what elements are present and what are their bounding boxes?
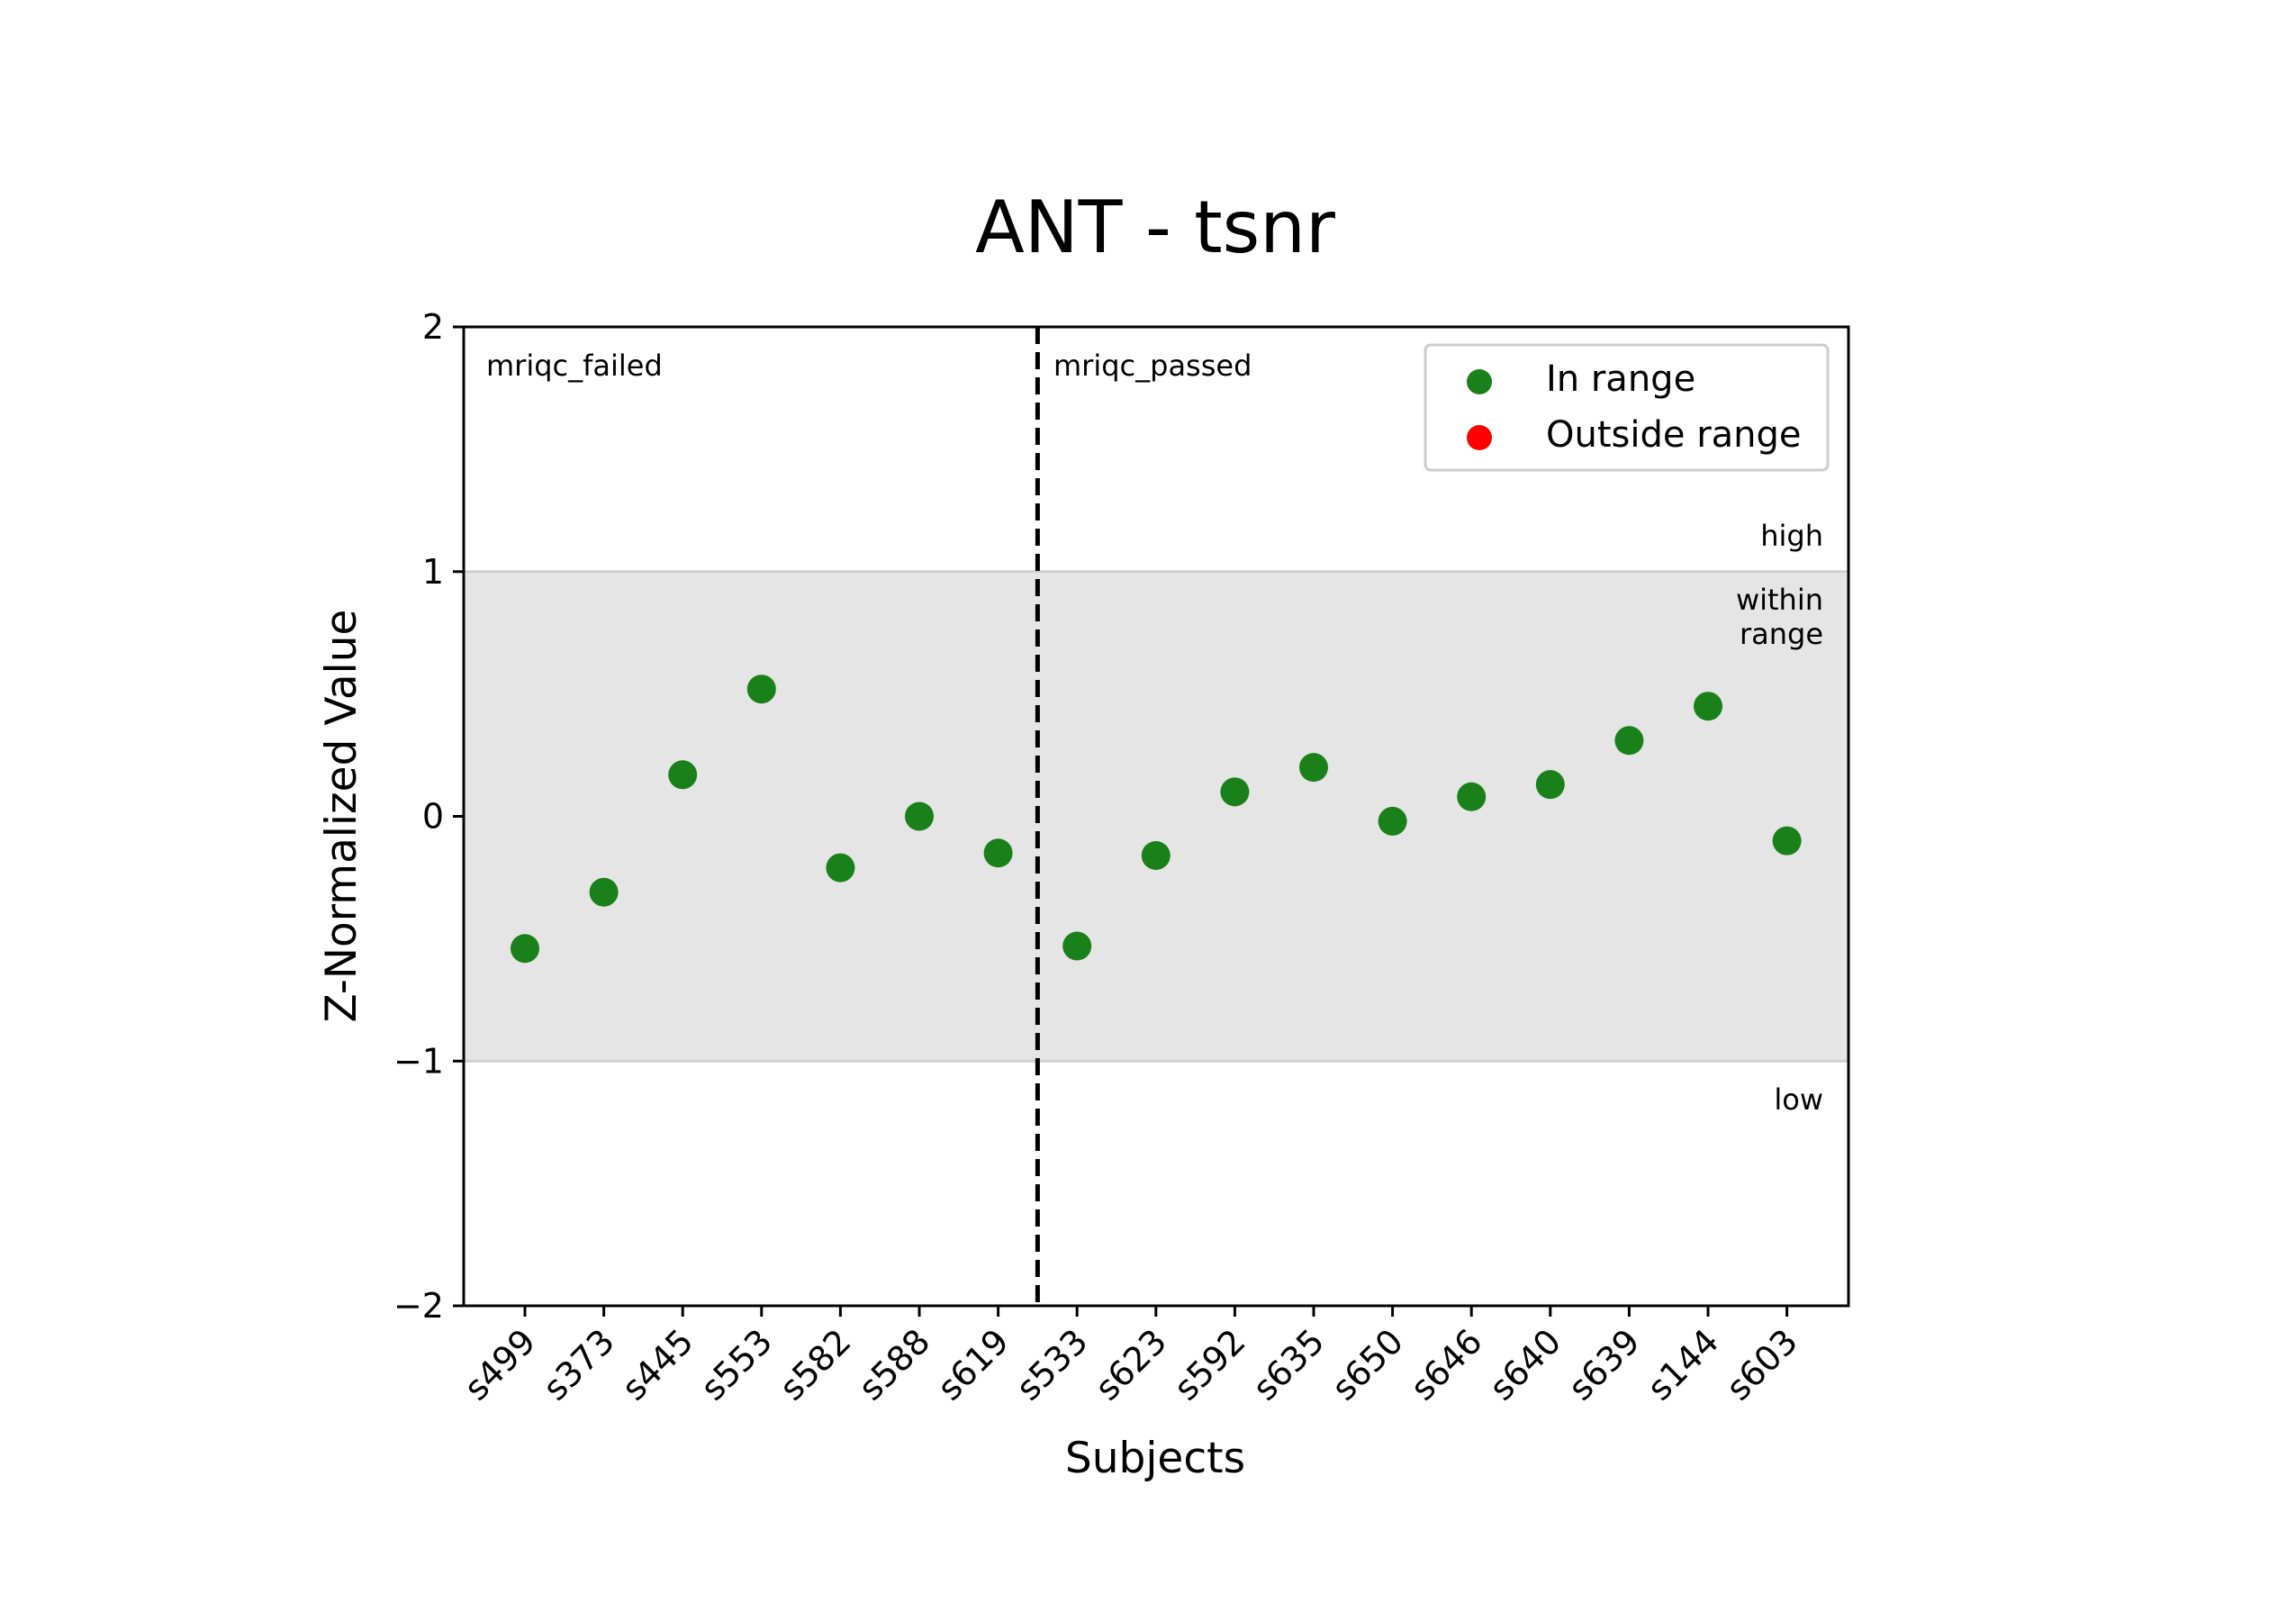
y-tick-label: −2 — [393, 1286, 444, 1326]
range-label-high: high — [1760, 519, 1823, 553]
data-point-in-range — [905, 801, 934, 831]
legend-marker-outside-range — [1467, 425, 1492, 450]
data-point-in-range — [1535, 770, 1565, 800]
range-label-within-line1: within — [1736, 583, 1823, 617]
group-label-failed: mriqc_failed — [486, 349, 663, 383]
data-point-in-range — [1062, 931, 1092, 961]
y-tick-label: 1 — [422, 552, 444, 592]
y-tick-label: −1 — [393, 1041, 444, 1081]
data-point-in-range — [746, 675, 776, 704]
legend-label-outside-range: Outside range — [1546, 414, 1802, 456]
data-point-in-range — [983, 838, 1013, 868]
legend-label-in-range: In range — [1546, 358, 1695, 400]
data-point-in-range — [589, 877, 619, 907]
range-label-within-line2: range — [1740, 617, 1823, 651]
legend-box — [1424, 343, 1830, 472]
range-band — [464, 571, 1849, 1062]
y-axis-label: Z-Normalized Value — [317, 610, 366, 1023]
data-point-in-range — [1694, 692, 1722, 721]
y-tick-label: 2 — [422, 307, 444, 347]
data-point-in-range — [826, 853, 855, 883]
y-axis: 2 1 0 −1 −2 — [393, 307, 464, 1326]
legend: In range Outside range — [1424, 343, 1830, 472]
group-label-passed: mriqc_passed — [1053, 349, 1252, 383]
data-point-in-range — [1141, 840, 1171, 870]
data-point-in-range — [1378, 806, 1407, 836]
data-point-in-range — [1299, 753, 1328, 783]
chart-title: ANT - tsnr — [975, 186, 1335, 269]
range-label-low: low — [1774, 1082, 1823, 1117]
data-point-in-range — [668, 760, 698, 790]
legend-marker-in-range — [1467, 369, 1492, 394]
data-point-in-range — [511, 934, 539, 964]
data-points — [511, 675, 1802, 964]
data-point-in-range — [1457, 782, 1487, 811]
data-point-in-range — [1772, 826, 1802, 856]
data-point-in-range — [1614, 726, 1644, 756]
range-band-layer — [464, 570, 1849, 1063]
y-tick-label: 0 — [422, 797, 444, 837]
data-point-in-range — [1220, 777, 1250, 807]
x-axis-label: Subjects — [1065, 1434, 1245, 1483]
